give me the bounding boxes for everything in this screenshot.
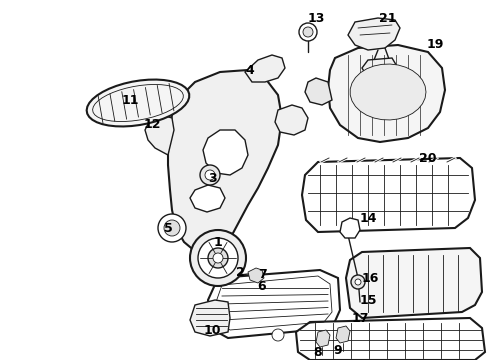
Polygon shape bbox=[190, 300, 230, 336]
Polygon shape bbox=[302, 158, 475, 232]
Polygon shape bbox=[296, 318, 485, 360]
Text: 16: 16 bbox=[361, 271, 379, 284]
Polygon shape bbox=[346, 248, 482, 318]
Polygon shape bbox=[362, 58, 398, 78]
Polygon shape bbox=[348, 18, 400, 50]
Text: 20: 20 bbox=[419, 152, 437, 165]
Polygon shape bbox=[248, 268, 264, 283]
Polygon shape bbox=[340, 218, 360, 238]
Text: 4: 4 bbox=[245, 63, 254, 77]
Text: 17: 17 bbox=[351, 311, 369, 324]
Polygon shape bbox=[328, 45, 445, 142]
Text: 8: 8 bbox=[314, 346, 322, 359]
Polygon shape bbox=[208, 270, 340, 338]
Text: 1: 1 bbox=[214, 235, 222, 248]
Polygon shape bbox=[305, 78, 332, 105]
Circle shape bbox=[208, 248, 228, 268]
Circle shape bbox=[272, 329, 284, 341]
Circle shape bbox=[351, 275, 365, 289]
Text: 13: 13 bbox=[307, 12, 325, 24]
Circle shape bbox=[355, 279, 361, 285]
Polygon shape bbox=[168, 70, 282, 255]
Polygon shape bbox=[203, 130, 248, 175]
Text: 19: 19 bbox=[426, 39, 443, 51]
Polygon shape bbox=[245, 55, 285, 82]
Circle shape bbox=[205, 170, 215, 180]
Text: 14: 14 bbox=[359, 211, 377, 225]
Circle shape bbox=[198, 238, 238, 278]
Polygon shape bbox=[87, 80, 189, 126]
Polygon shape bbox=[316, 330, 330, 347]
Circle shape bbox=[158, 214, 186, 242]
Text: 12: 12 bbox=[143, 118, 161, 131]
Text: 9: 9 bbox=[334, 343, 343, 356]
Text: 2: 2 bbox=[236, 266, 245, 279]
Text: 10: 10 bbox=[203, 324, 221, 337]
Text: 5: 5 bbox=[164, 221, 172, 234]
Circle shape bbox=[299, 23, 317, 41]
Polygon shape bbox=[275, 105, 308, 135]
Circle shape bbox=[200, 165, 220, 185]
Text: 21: 21 bbox=[379, 12, 397, 24]
Polygon shape bbox=[190, 185, 225, 212]
Polygon shape bbox=[145, 115, 174, 155]
Text: 6: 6 bbox=[258, 279, 266, 292]
Circle shape bbox=[303, 27, 313, 37]
Circle shape bbox=[190, 230, 246, 286]
Text: 11: 11 bbox=[121, 94, 139, 107]
Circle shape bbox=[213, 253, 223, 263]
Polygon shape bbox=[350, 64, 426, 120]
Text: 15: 15 bbox=[359, 293, 377, 306]
Text: 3: 3 bbox=[208, 171, 216, 184]
Polygon shape bbox=[336, 326, 350, 343]
Circle shape bbox=[164, 220, 180, 236]
Text: 7: 7 bbox=[258, 269, 267, 282]
